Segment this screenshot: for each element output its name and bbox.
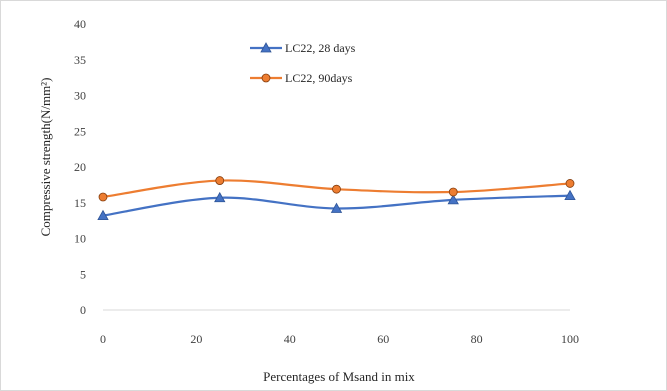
legend-label: LC22, 90days	[285, 71, 353, 85]
data-point	[98, 192, 108, 202]
legend-marker	[260, 42, 272, 53]
y-tick-label: 30	[74, 89, 86, 103]
x-tick-label: 20	[190, 332, 202, 346]
y-tick-label: 10	[74, 232, 86, 246]
x-axis-label: Percentages of Msand in mix	[263, 369, 415, 384]
data-point	[214, 191, 226, 203]
y-tick-label: 25	[74, 124, 86, 138]
legend-marker	[261, 73, 271, 83]
x-tick-label: 60	[377, 332, 389, 346]
y-tick-label: 35	[74, 53, 86, 67]
legend: LC22, 28 days LC22, 90days	[250, 41, 356, 85]
y-axis: 0 5 10 15 20 25 30 35 40	[74, 17, 86, 317]
data-point	[330, 202, 343, 213]
x-tick-label: 0	[100, 332, 106, 346]
data-point	[215, 176, 225, 185]
series-layer	[97, 176, 576, 221]
data-point	[332, 184, 341, 194]
data-point	[564, 189, 576, 201]
x-tick-label: 40	[284, 332, 296, 346]
legend-item: LC22, 90days	[250, 71, 353, 85]
y-tick-label: 0	[80, 303, 86, 317]
y-axis-label: Compressive strength(N/mm²)	[38, 78, 53, 237]
data-point	[448, 187, 458, 197]
legend-item: LC22, 28 days	[250, 41, 356, 55]
data-point	[565, 179, 575, 188]
y-tick-label: 5	[80, 267, 86, 281]
x-axis: 0 20 40 60 80 100	[100, 332, 579, 346]
y-tick-label: 40	[74, 17, 86, 31]
legend-label: LC22, 28 days	[285, 41, 356, 55]
series-2	[98, 176, 575, 202]
x-tick-label: 100	[561, 332, 579, 346]
y-tick-label: 20	[74, 160, 86, 174]
series-1	[97, 189, 576, 221]
x-tick-label: 80	[471, 332, 483, 346]
data-point	[447, 194, 459, 205]
y-tick-label: 15	[74, 196, 86, 210]
data-point	[97, 209, 109, 221]
